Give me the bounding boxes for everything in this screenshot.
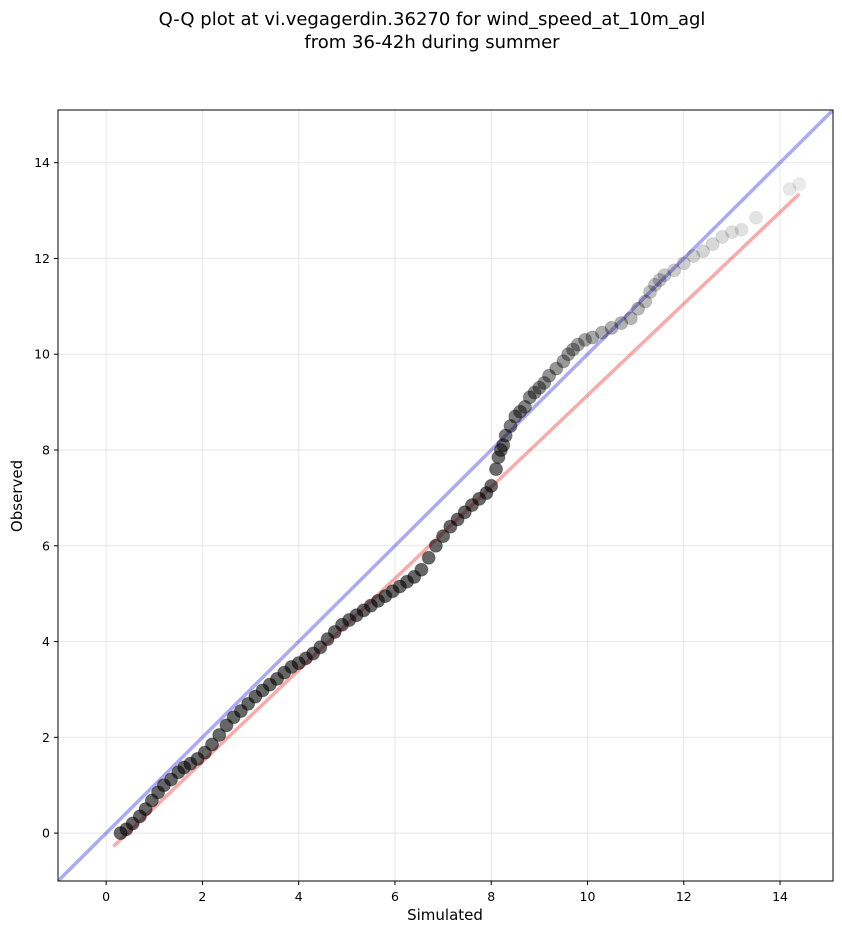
y-tick-label: 12	[34, 251, 50, 266]
data-point	[527, 385, 542, 400]
data-points	[113, 177, 807, 841]
data-point	[212, 727, 227, 742]
data-point	[594, 325, 609, 340]
data-point	[748, 210, 763, 225]
x-tick-label: 10	[580, 889, 596, 904]
data-point	[484, 478, 499, 493]
data-point	[566, 342, 581, 357]
data-point	[631, 301, 646, 316]
data-point	[715, 229, 730, 244]
data-point	[724, 225, 739, 240]
data-point	[489, 462, 504, 477]
data-point	[414, 562, 429, 577]
data-point	[541, 368, 556, 383]
data-point	[652, 273, 667, 288]
data-point	[667, 263, 682, 278]
plot-frame	[57, 109, 834, 882]
y-tick-label: 10	[34, 347, 50, 362]
data-point	[623, 311, 638, 326]
x-tick-label: 8	[487, 889, 495, 904]
x-tick-label: 14	[772, 889, 788, 904]
data-point	[549, 361, 564, 376]
x-axis-label: Simulated	[407, 906, 483, 924]
identity-line	[58, 110, 833, 881]
y-tick-label: 2	[42, 730, 50, 745]
data-point	[657, 268, 672, 283]
data-point	[585, 330, 600, 345]
y-tick-label: 0	[42, 826, 50, 841]
reference-lines	[58, 110, 833, 881]
data-point	[428, 538, 443, 553]
x-tick-label: 0	[102, 889, 110, 904]
chart-title: Q-Q plot at vi.vegagerdin.36270 for wind…	[159, 9, 706, 53]
y-tick-label: 8	[42, 443, 50, 458]
data-point	[734, 222, 749, 237]
data-point	[647, 277, 662, 292]
data-point	[513, 404, 528, 419]
data-point	[532, 380, 547, 395]
data-point	[537, 375, 552, 390]
chart-title-line-1: Q-Q plot at vi.vegagerdin.36270 for wind…	[159, 9, 706, 30]
data-point	[517, 399, 532, 414]
data-point	[638, 294, 653, 309]
data-point	[782, 182, 797, 197]
data-point	[570, 337, 585, 352]
data-point	[676, 256, 691, 271]
data-point	[561, 347, 576, 362]
data-point	[436, 529, 451, 544]
x-tick-label: 2	[198, 889, 206, 904]
x-tick-label: 6	[391, 889, 399, 904]
y-tick-label: 14	[34, 155, 50, 170]
x-axis-ticks: 0 2 4 6 8 10 12 14	[102, 881, 788, 904]
chart-title-line-2: from 36-42h during summer	[304, 32, 560, 53]
data-point	[792, 177, 807, 192]
x-tick-label: 12	[676, 889, 692, 904]
data-point	[522, 390, 537, 405]
data-point	[604, 320, 619, 335]
y-axis-label: Observed	[8, 460, 26, 532]
data-point	[643, 284, 658, 299]
data-point	[686, 249, 701, 264]
data-point	[508, 409, 523, 424]
data-point	[421, 550, 436, 565]
y-axis-ticks: 0 2 4 6 8 10 12 14	[34, 155, 58, 841]
data-point	[614, 316, 629, 331]
y-tick-label: 4	[42, 634, 50, 649]
data-point	[205, 737, 220, 752]
x-tick-label: 4	[295, 889, 303, 904]
data-point	[578, 332, 593, 347]
data-point	[696, 244, 711, 259]
y-tick-label: 6	[42, 538, 50, 553]
data-point	[705, 237, 720, 252]
data-point	[556, 354, 571, 369]
